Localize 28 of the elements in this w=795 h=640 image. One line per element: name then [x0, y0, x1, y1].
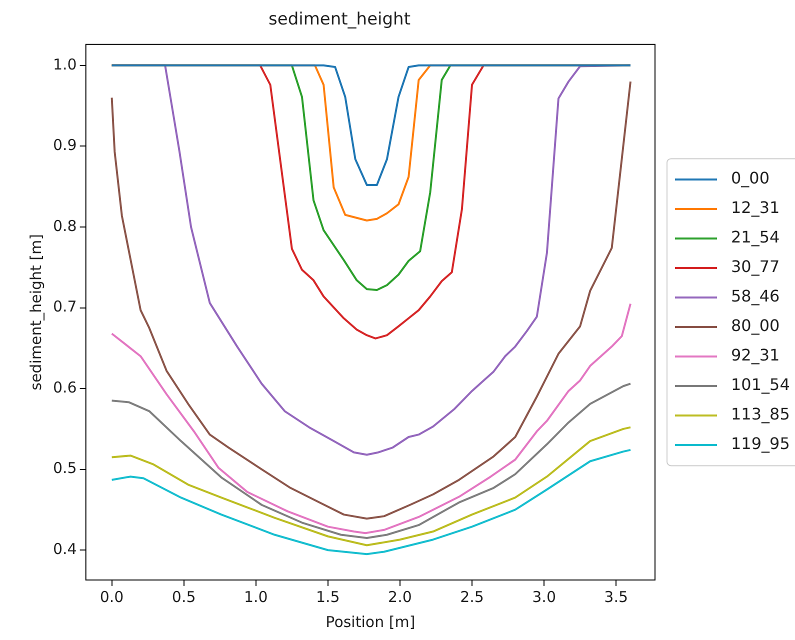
x-tick-label: 2.0 — [388, 588, 412, 606]
x-tick-label: 1.0 — [244, 588, 268, 606]
y-tick-label: 1.0 — [52, 55, 77, 74]
legend-label: 12_31 — [731, 198, 780, 218]
legend-label: 0_00 — [731, 168, 770, 188]
y-tick-label: 0.8 — [52, 216, 77, 235]
x-tick-label: 0.0 — [100, 588, 124, 606]
legend-label: 113_85 — [731, 404, 790, 424]
legend-label: 21_54 — [731, 228, 780, 247]
y-tick-label: 0.9 — [52, 136, 77, 154]
x-tick-label: 2.5 — [460, 588, 484, 606]
legend-label: 92_31 — [731, 346, 780, 365]
legend-label: 80_00 — [731, 316, 780, 336]
legend-label: 58_46 — [731, 286, 780, 306]
y-axis-title: sediment_height [m] — [26, 234, 45, 390]
y-tick-label: 0.4 — [52, 540, 77, 558]
x-axis-title: Position [m] — [326, 612, 416, 631]
y-tick-label: 0.7 — [52, 298, 77, 316]
x-tick-label: 3.5 — [604, 588, 628, 606]
x-tick-label: 3.0 — [532, 588, 556, 606]
chart-title: sediment_height — [268, 10, 411, 30]
x-tick-label: 0.5 — [172, 588, 196, 606]
y-tick-label: 0.6 — [52, 378, 77, 396]
legend-label: 30_77 — [731, 257, 780, 276]
legend-label: 119_95 — [731, 434, 790, 454]
legend-label: 101_54 — [731, 375, 790, 394]
y-tick-label: 0.5 — [52, 459, 77, 478]
x-tick-label: 1.5 — [316, 588, 340, 606]
